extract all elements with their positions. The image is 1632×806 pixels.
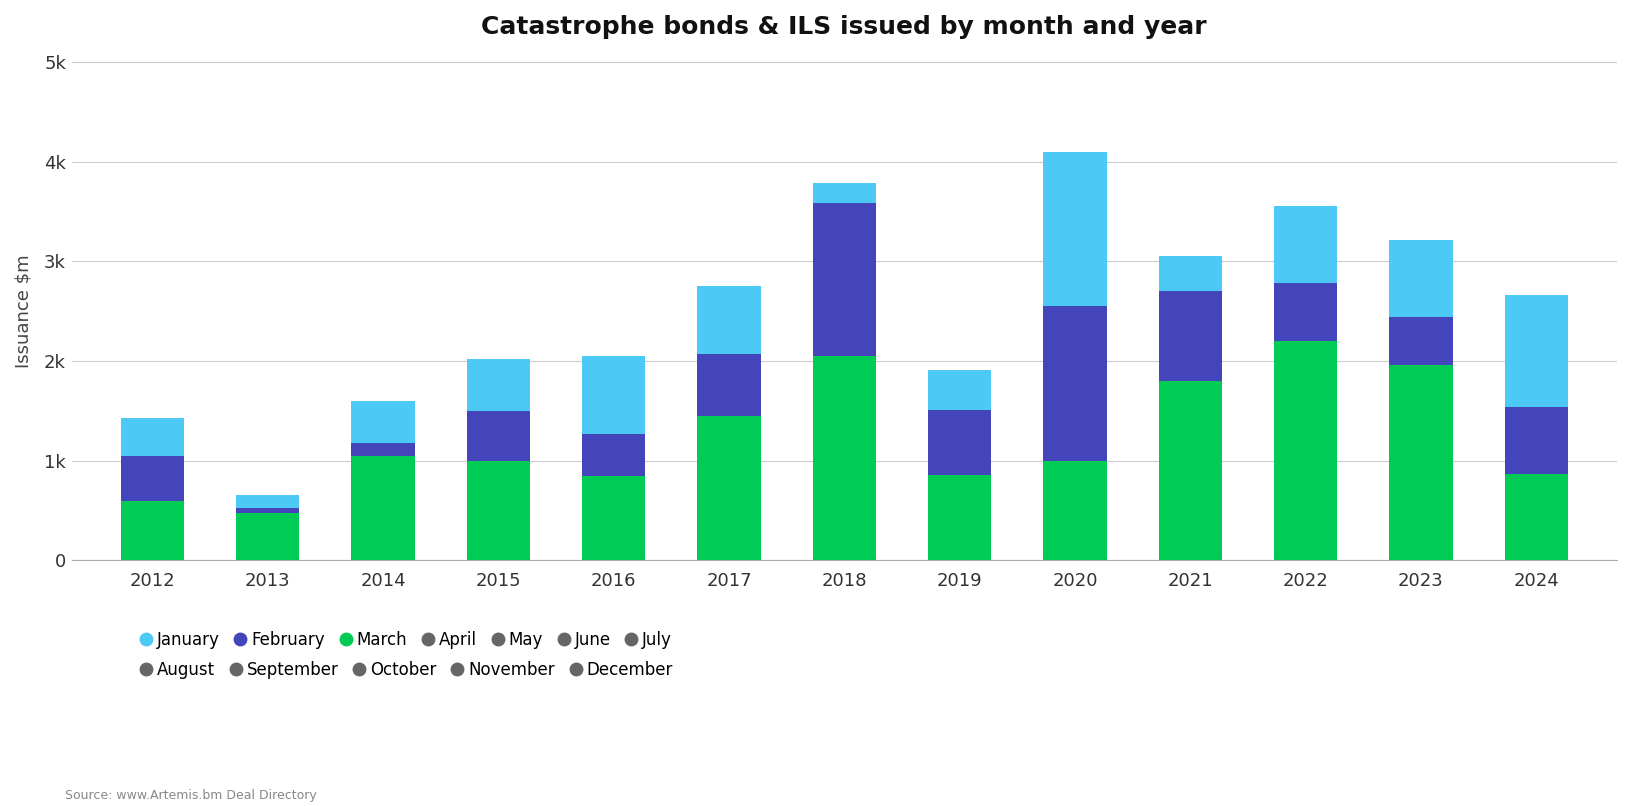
Bar bbox=[351, 455, 415, 560]
Bar bbox=[121, 501, 184, 560]
Legend: August, September, October, November, December: August, September, October, November, De… bbox=[142, 661, 672, 679]
Bar bbox=[929, 410, 991, 475]
Text: Source: www.Artemis.bm Deal Directory: Source: www.Artemis.bm Deal Directory bbox=[65, 789, 317, 802]
Bar bbox=[583, 476, 645, 560]
Bar bbox=[697, 286, 761, 354]
Bar bbox=[1389, 240, 1452, 317]
Bar bbox=[1389, 317, 1452, 365]
Bar bbox=[467, 359, 530, 411]
Bar bbox=[351, 442, 415, 455]
Y-axis label: Issuance $m: Issuance $m bbox=[15, 255, 33, 368]
Bar bbox=[237, 495, 299, 508]
Bar bbox=[1505, 295, 1568, 407]
Bar bbox=[1275, 341, 1337, 560]
Bar bbox=[1389, 365, 1452, 560]
Bar bbox=[929, 475, 991, 560]
Bar bbox=[697, 354, 761, 416]
Bar bbox=[813, 203, 876, 356]
Bar bbox=[1159, 291, 1222, 381]
Bar bbox=[351, 401, 415, 442]
Bar bbox=[1043, 461, 1106, 560]
Bar bbox=[813, 356, 876, 560]
Bar bbox=[1505, 474, 1568, 560]
Bar bbox=[583, 434, 645, 476]
Title: Catastrophe bonds & ILS issued by month and year: Catastrophe bonds & ILS issued by month … bbox=[481, 15, 1208, 39]
Bar bbox=[467, 461, 530, 560]
Bar bbox=[237, 513, 299, 560]
Bar bbox=[1159, 256, 1222, 291]
Bar bbox=[121, 455, 184, 501]
Bar bbox=[697, 416, 761, 560]
Bar bbox=[121, 418, 184, 455]
Bar bbox=[237, 508, 299, 513]
Bar bbox=[813, 184, 876, 203]
Bar bbox=[1043, 152, 1106, 306]
Bar bbox=[583, 356, 645, 434]
Bar bbox=[1505, 407, 1568, 474]
Bar bbox=[929, 370, 991, 410]
Bar bbox=[1275, 206, 1337, 283]
Bar bbox=[1159, 381, 1222, 560]
Bar bbox=[1043, 306, 1106, 461]
Bar bbox=[1275, 283, 1337, 341]
Bar bbox=[467, 411, 530, 461]
